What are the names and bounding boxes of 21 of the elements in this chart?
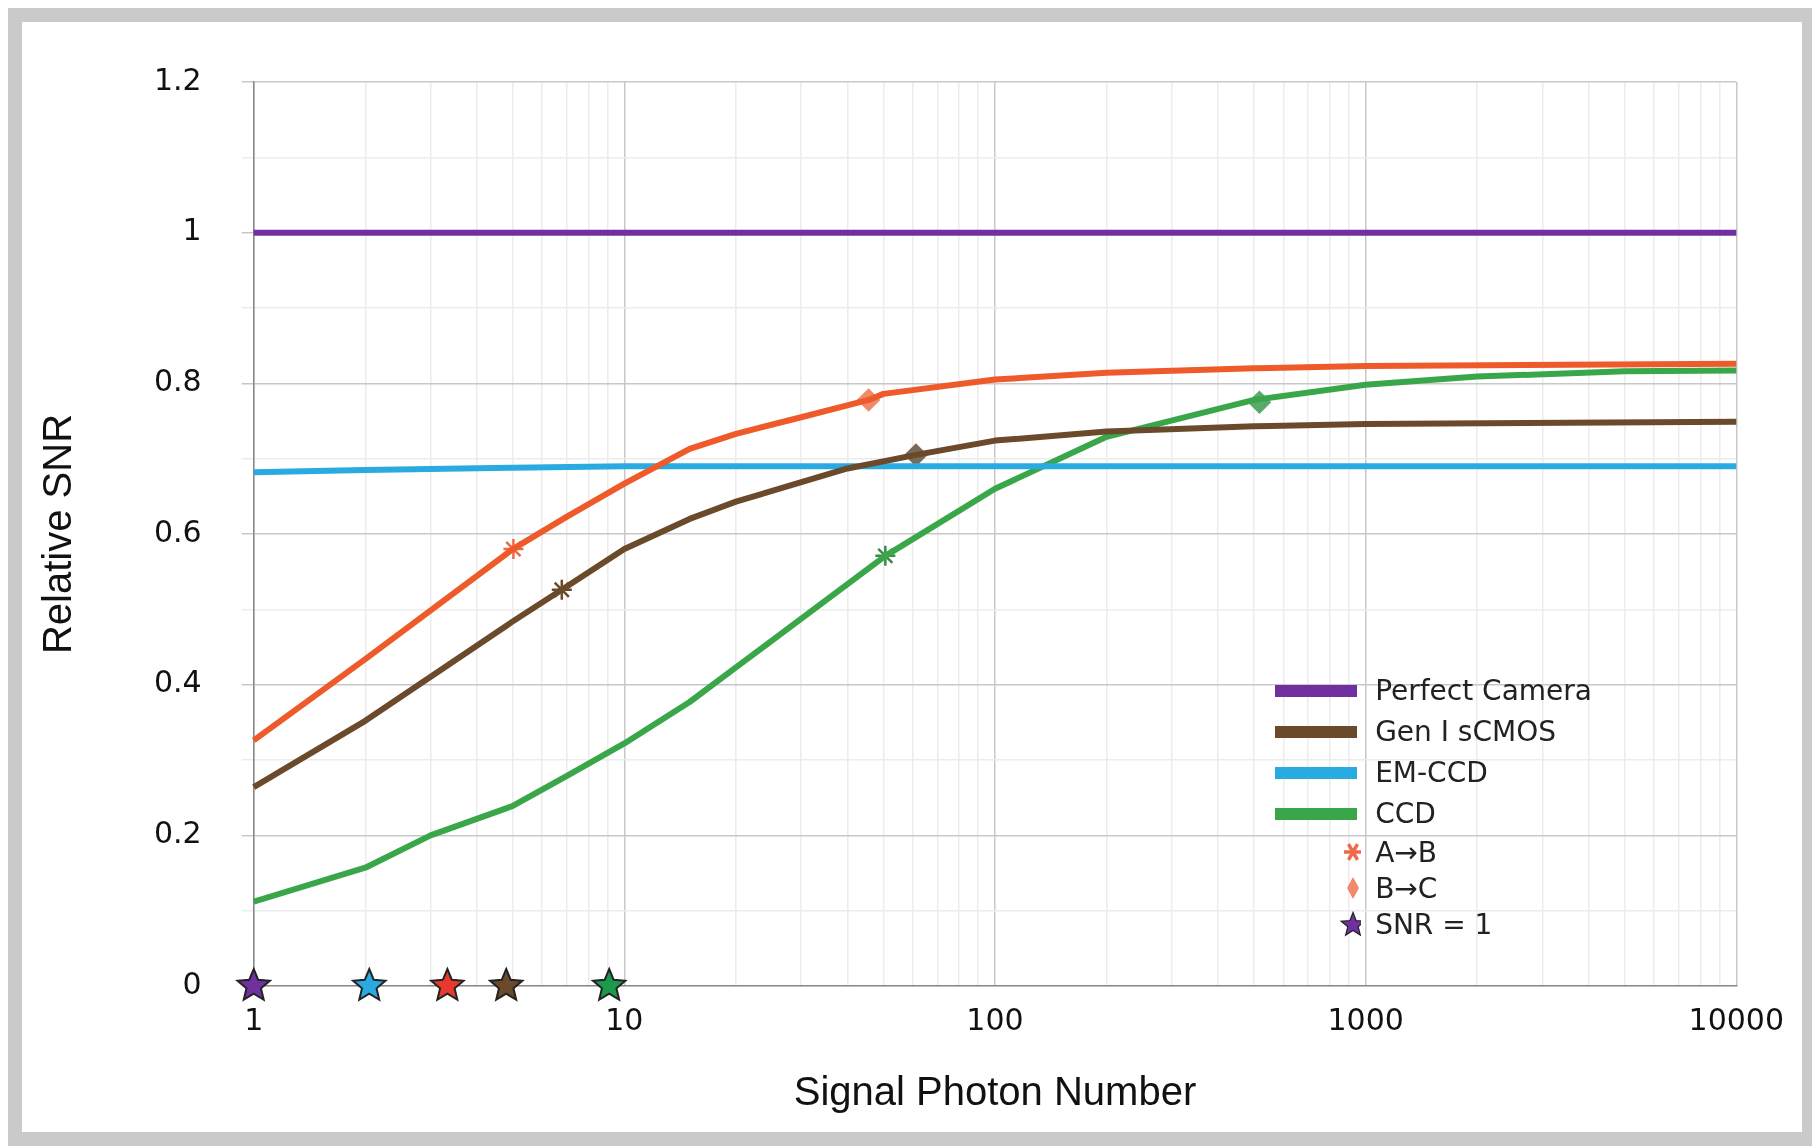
legend-label: SNR = 1	[1375, 907, 1493, 941]
y-tick-label: 0.8	[153, 363, 202, 399]
y-axis-title: Relative SNR	[35, 413, 80, 655]
x-tick-label: 100	[966, 1001, 1024, 1037]
y-tick-label: 0	[182, 965, 202, 1001]
y-tick-label: 0.2	[153, 815, 202, 851]
y-tick-label: 1	[182, 212, 202, 248]
x-tick-label: 10000	[1688, 1001, 1784, 1037]
legend-label: B→C	[1375, 871, 1438, 905]
x-tick-label: 1000	[1327, 1001, 1404, 1037]
x-tick-label: 10	[605, 1001, 644, 1037]
y-tick-label: 1.2	[153, 61, 202, 97]
y-tick-label: 0.4	[153, 664, 202, 700]
legend-label: CCD	[1375, 797, 1436, 830]
x-tick-label: 1	[244, 1001, 264, 1037]
x-axis-title: Signal Photon Number	[793, 1069, 1197, 1114]
legend-label: Gen I sCMOS	[1375, 715, 1556, 748]
legend-label: A→B	[1375, 835, 1437, 869]
legend-label: EM-CCD	[1375, 756, 1488, 789]
y-tick-label: 0.6	[153, 513, 202, 549]
legend-label: Perfect Camera	[1375, 674, 1592, 707]
